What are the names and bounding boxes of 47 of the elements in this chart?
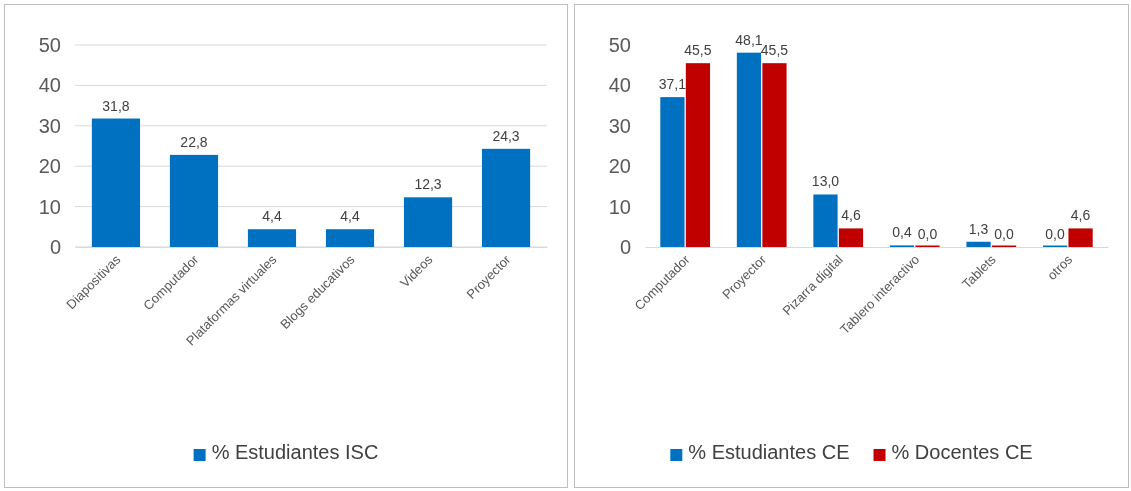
- bar: [685, 63, 711, 247]
- bar: [325, 229, 375, 247]
- data-label: 4,4: [262, 208, 282, 225]
- data-label: 0,0: [994, 226, 1014, 242]
- bar: [247, 229, 297, 247]
- legend-label: % Docentes CE: [891, 441, 1033, 463]
- legend-label: % Estudiantes ISC: [211, 441, 379, 463]
- data-label: 24,3: [492, 127, 520, 144]
- y-tick-label: 40: [38, 74, 61, 97]
- bar: [660, 97, 685, 247]
- data-label: 1,3: [968, 220, 989, 237]
- bar: [736, 52, 762, 247]
- data-label: 48,1: [735, 31, 763, 48]
- data-label: 31,8: [102, 97, 130, 114]
- data-label: 0,0: [1045, 226, 1066, 242]
- y-tick-label: 0: [49, 235, 61, 258]
- y-tick-label: 50: [38, 33, 61, 56]
- y-tick-label: 20: [38, 155, 61, 178]
- data-label: 0,4: [892, 224, 912, 241]
- legend-label: % Estudiantes CE: [688, 441, 850, 463]
- data-label: 4,4: [340, 208, 360, 225]
- data-label: 45,5: [760, 42, 789, 59]
- data-label: 4,6: [1070, 207, 1091, 224]
- y-tick-label: 10: [38, 195, 61, 218]
- data-label: 12,3: [414, 176, 442, 193]
- y-tick-label: 40: [608, 74, 631, 97]
- y-tick-label: 0: [619, 235, 631, 258]
- bar: [838, 228, 864, 247]
- bar: [169, 154, 219, 247]
- bar: [966, 241, 991, 247]
- y-tick-label: 50: [608, 33, 631, 56]
- data-label: 0,0: [917, 226, 938, 242]
- y-tick-label: 20: [608, 155, 631, 178]
- bar: [403, 197, 453, 247]
- bar: [1068, 228, 1093, 247]
- data-label: 45,5: [684, 42, 712, 59]
- data-label: 22,8: [180, 133, 208, 150]
- bar: [481, 148, 531, 247]
- bar: [91, 118, 141, 247]
- y-tick-label: 30: [38, 114, 61, 137]
- bar: [813, 194, 838, 247]
- y-tick-label: 30: [608, 114, 631, 137]
- y-tick-label: 10: [608, 195, 631, 218]
- data-label: 4,6: [841, 207, 861, 224]
- bar: [762, 63, 787, 247]
- data-label: 37,1: [658, 76, 687, 93]
- data-label: 13,0: [811, 173, 840, 190]
